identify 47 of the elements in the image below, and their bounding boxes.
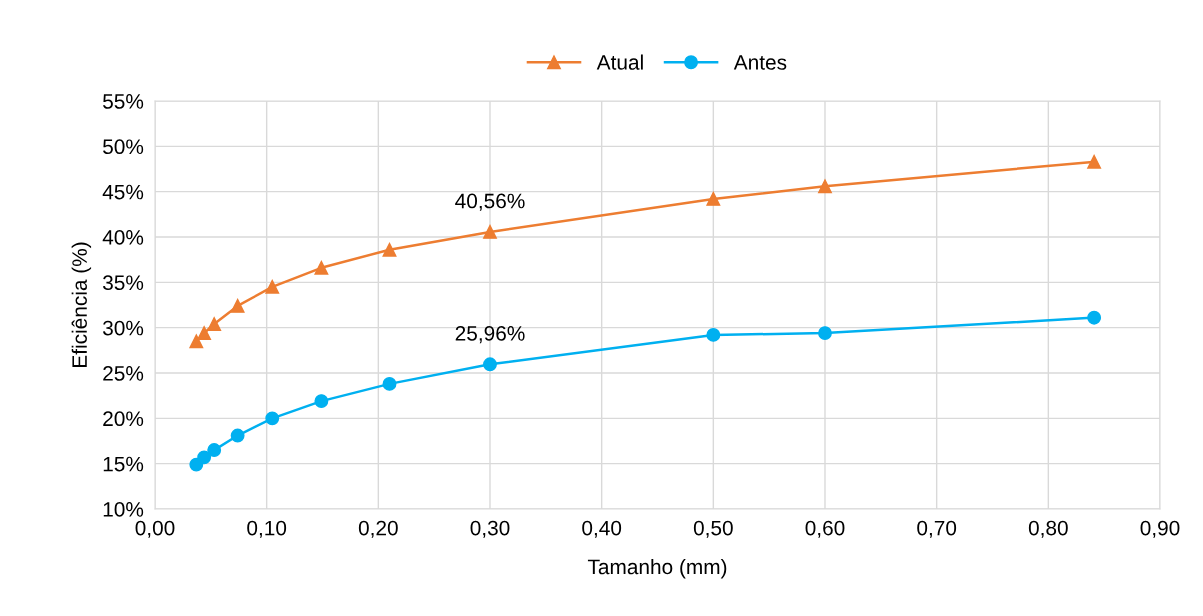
legend-label: Antes bbox=[733, 55, 787, 70]
y-tick-label: 15% bbox=[103, 456, 144, 472]
x-tick-label: 0,40 bbox=[582, 520, 622, 538]
point bbox=[314, 394, 329, 409]
point bbox=[483, 224, 497, 239]
x-tick-label: 0,20 bbox=[358, 520, 398, 538]
legend-label: Atual bbox=[596, 54, 643, 70]
point bbox=[382, 376, 397, 391]
x-tick-label: 0,50 bbox=[693, 520, 733, 538]
point bbox=[314, 260, 329, 275]
point bbox=[818, 179, 832, 194]
y-tick-label: 45% bbox=[102, 184, 144, 200]
annotation: 40,56% bbox=[455, 193, 525, 211]
x-tick-label: 0,00 bbox=[135, 520, 175, 538]
point bbox=[207, 443, 222, 458]
point bbox=[189, 334, 204, 349]
y-tick-label: 35% bbox=[102, 275, 144, 291]
point bbox=[197, 326, 212, 341]
annotation: 25,96% bbox=[455, 325, 525, 344]
y-tick-label: 25% bbox=[103, 366, 144, 381]
x-axis-title: Tamanho (mm) bbox=[587, 558, 727, 579]
point bbox=[706, 327, 721, 342]
point bbox=[197, 450, 212, 465]
point bbox=[230, 298, 245, 313]
point bbox=[706, 191, 721, 206]
point bbox=[207, 317, 222, 331]
y-tick-label: 20% bbox=[103, 411, 144, 427]
x-tick-label: 0,30 bbox=[470, 520, 510, 538]
y-tick-label: 30% bbox=[102, 320, 144, 336]
x-tick-label: 0,90 bbox=[1140, 520, 1180, 538]
point bbox=[382, 242, 397, 257]
point bbox=[230, 428, 245, 443]
x-tick-label: 0,10 bbox=[247, 520, 287, 538]
x-tick-label: 0,60 bbox=[805, 520, 845, 538]
point bbox=[265, 279, 280, 294]
x-tick-label: 0,70 bbox=[917, 520, 957, 538]
x-tick-label: 0,80 bbox=[1028, 520, 1068, 538]
y-tick-label: 55% bbox=[103, 94, 144, 109]
y-tick-label: 50% bbox=[103, 139, 144, 155]
point bbox=[818, 326, 832, 341]
y-tick-label: 40% bbox=[102, 230, 144, 245]
point bbox=[1087, 310, 1102, 325]
point bbox=[265, 411, 280, 426]
point bbox=[483, 357, 497, 372]
y-axis-title: Eficiência (%) bbox=[71, 242, 92, 367]
y-tick-label: 10% bbox=[103, 502, 144, 517]
point bbox=[1087, 154, 1102, 169]
